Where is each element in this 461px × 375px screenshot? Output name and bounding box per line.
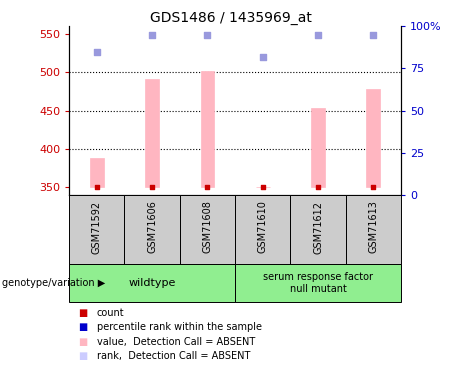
Text: serum response factor
null mutant: serum response factor null mutant [263,272,373,294]
Text: ■: ■ [78,308,88,318]
Point [370,184,377,190]
Point [93,49,100,55]
Text: GSM71592: GSM71592 [92,201,102,254]
Text: GDS1486 / 1435969_at: GDS1486 / 1435969_at [149,11,312,25]
Text: GSM71612: GSM71612 [313,201,323,254]
Bar [311,108,325,188]
Text: percentile rank within the sample: percentile rank within the sample [97,322,262,332]
Bar [366,89,380,188]
Point [148,184,156,190]
Text: GSM71608: GSM71608 [202,201,213,254]
Bar [180,195,235,264]
Text: ■: ■ [78,337,88,346]
Point [204,32,211,38]
Bar [69,195,124,264]
Text: GSM71610: GSM71610 [258,201,268,254]
Point [314,32,322,38]
Bar [69,264,235,302]
Point [370,32,377,38]
Point [93,184,100,190]
Bar [145,79,159,188]
Text: genotype/variation ▶: genotype/variation ▶ [2,278,106,288]
Text: value,  Detection Call = ABSENT: value, Detection Call = ABSENT [97,337,255,346]
Text: count: count [97,308,124,318]
Point [259,184,266,190]
Bar [201,71,214,188]
Point [259,54,266,60]
Text: wildtype: wildtype [129,278,176,288]
Bar [235,264,401,302]
Text: ■: ■ [78,351,88,361]
Bar [124,195,180,264]
Text: ■: ■ [78,322,88,332]
Bar [235,195,290,264]
Text: rank,  Detection Call = ABSENT: rank, Detection Call = ABSENT [97,351,250,361]
Text: GSM71606: GSM71606 [147,201,157,254]
Point [204,184,211,190]
Bar [90,158,104,188]
Point [148,32,156,38]
Bar [256,187,270,188]
Point [314,184,322,190]
Bar [346,195,401,264]
Text: GSM71613: GSM71613 [368,201,378,254]
Bar [290,195,346,264]
